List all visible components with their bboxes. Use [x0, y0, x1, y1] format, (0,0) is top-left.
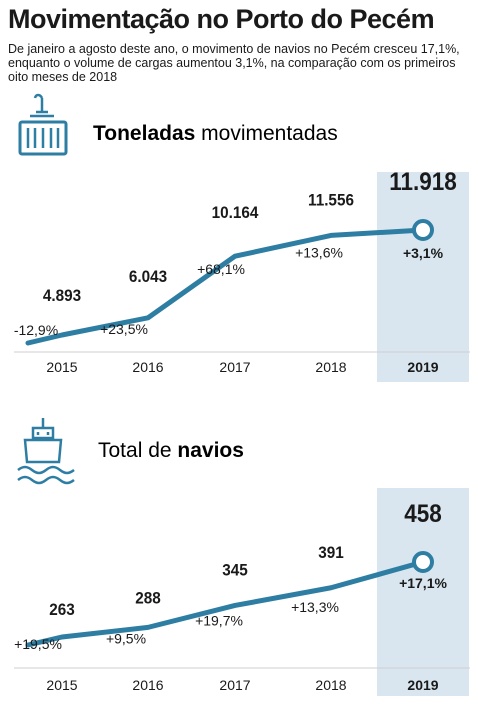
section-title-bold: navios — [177, 439, 244, 462]
x-tick-label-2019: 2019 — [407, 677, 438, 693]
value-label-2016: 288 — [135, 589, 161, 608]
section-navios: Total de navios 2015 263 +19,5% 2016 288 +9,5… — [14, 418, 470, 696]
change-label-2019: +17,1% — [399, 575, 447, 591]
change-label-2018: +13,3% — [291, 599, 339, 615]
x-tick-label-2015: 2015 — [46, 677, 77, 693]
x-tick-label-2018: 2018 — [315, 677, 346, 693]
series-line — [25, 559, 426, 648]
section-title-toneladas: Toneladas movimentadas — [93, 122, 338, 145]
section-title-pre: Total de — [98, 439, 177, 462]
change-label-2015: +19,5% — [14, 636, 62, 652]
x-tick-label-2018: 2018 — [315, 359, 346, 375]
change-label-2017: +19,7% — [195, 612, 243, 628]
change-label-2016: +23,5% — [100, 321, 148, 337]
change-label-2018: +13,6% — [295, 244, 343, 260]
section-title-rest: movimentadas — [195, 122, 337, 145]
value-label-2019: 11.918 — [389, 168, 457, 196]
data-point-2019 — [412, 551, 434, 573]
chart-toneladas: 2015 4.893 -12,9% 2016 6.043 +23,5% 2017 10.164… — [14, 168, 470, 382]
x-tick-label-2015: 2015 — [46, 359, 77, 375]
value-label-2015: 263 — [49, 600, 75, 619]
x-tick-label-2017: 2017 — [219, 359, 250, 375]
value-label-2018: 11.556 — [308, 191, 354, 210]
page-subtitle: De janeiro a agosto deste ano, o movimen… — [8, 42, 460, 84]
change-label-2019: +3,1% — [403, 245, 444, 261]
highlight-band-2019 — [377, 488, 469, 696]
x-tick-label-2016: 2016 — [132, 677, 163, 693]
ship-icon — [17, 418, 75, 485]
x-tick-label-2016: 2016 — [132, 359, 163, 375]
x-tick-label-2019: 2019 — [407, 359, 438, 375]
change-label-2016: +9,5% — [106, 630, 146, 646]
value-label-2015: 4.893 — [43, 286, 81, 305]
section-title-bold: Toneladas — [93, 122, 195, 145]
page-title: Movimentação no Porto do Pecém — [8, 4, 435, 34]
container-crane-icon — [18, 93, 68, 156]
value-label-2017: 345 — [222, 561, 248, 580]
value-label-2016: 6.043 — [129, 267, 167, 286]
change-label-2017: +68,1% — [197, 261, 245, 277]
highlight-band-2019 — [377, 172, 469, 382]
section-toneladas: Toneladas movimentadas 20154.893-12,9%20… — [14, 93, 470, 382]
data-point-2019 — [412, 219, 434, 241]
x-tick-label-2017: 2017 — [219, 677, 250, 693]
series-line — [25, 227, 426, 346]
value-label-2017: 10.164 — [212, 203, 259, 222]
section-title-navios: Total de navios — [98, 439, 244, 462]
value-label-2019: 458 — [404, 500, 442, 528]
chart-navios: 2015 263 +19,5% 2016 288 +9,5% 2017 345 +19,7% 20… — [14, 488, 470, 696]
value-label-2018: 391 — [318, 543, 344, 562]
change-label-2015: -12,9% — [14, 322, 58, 338]
